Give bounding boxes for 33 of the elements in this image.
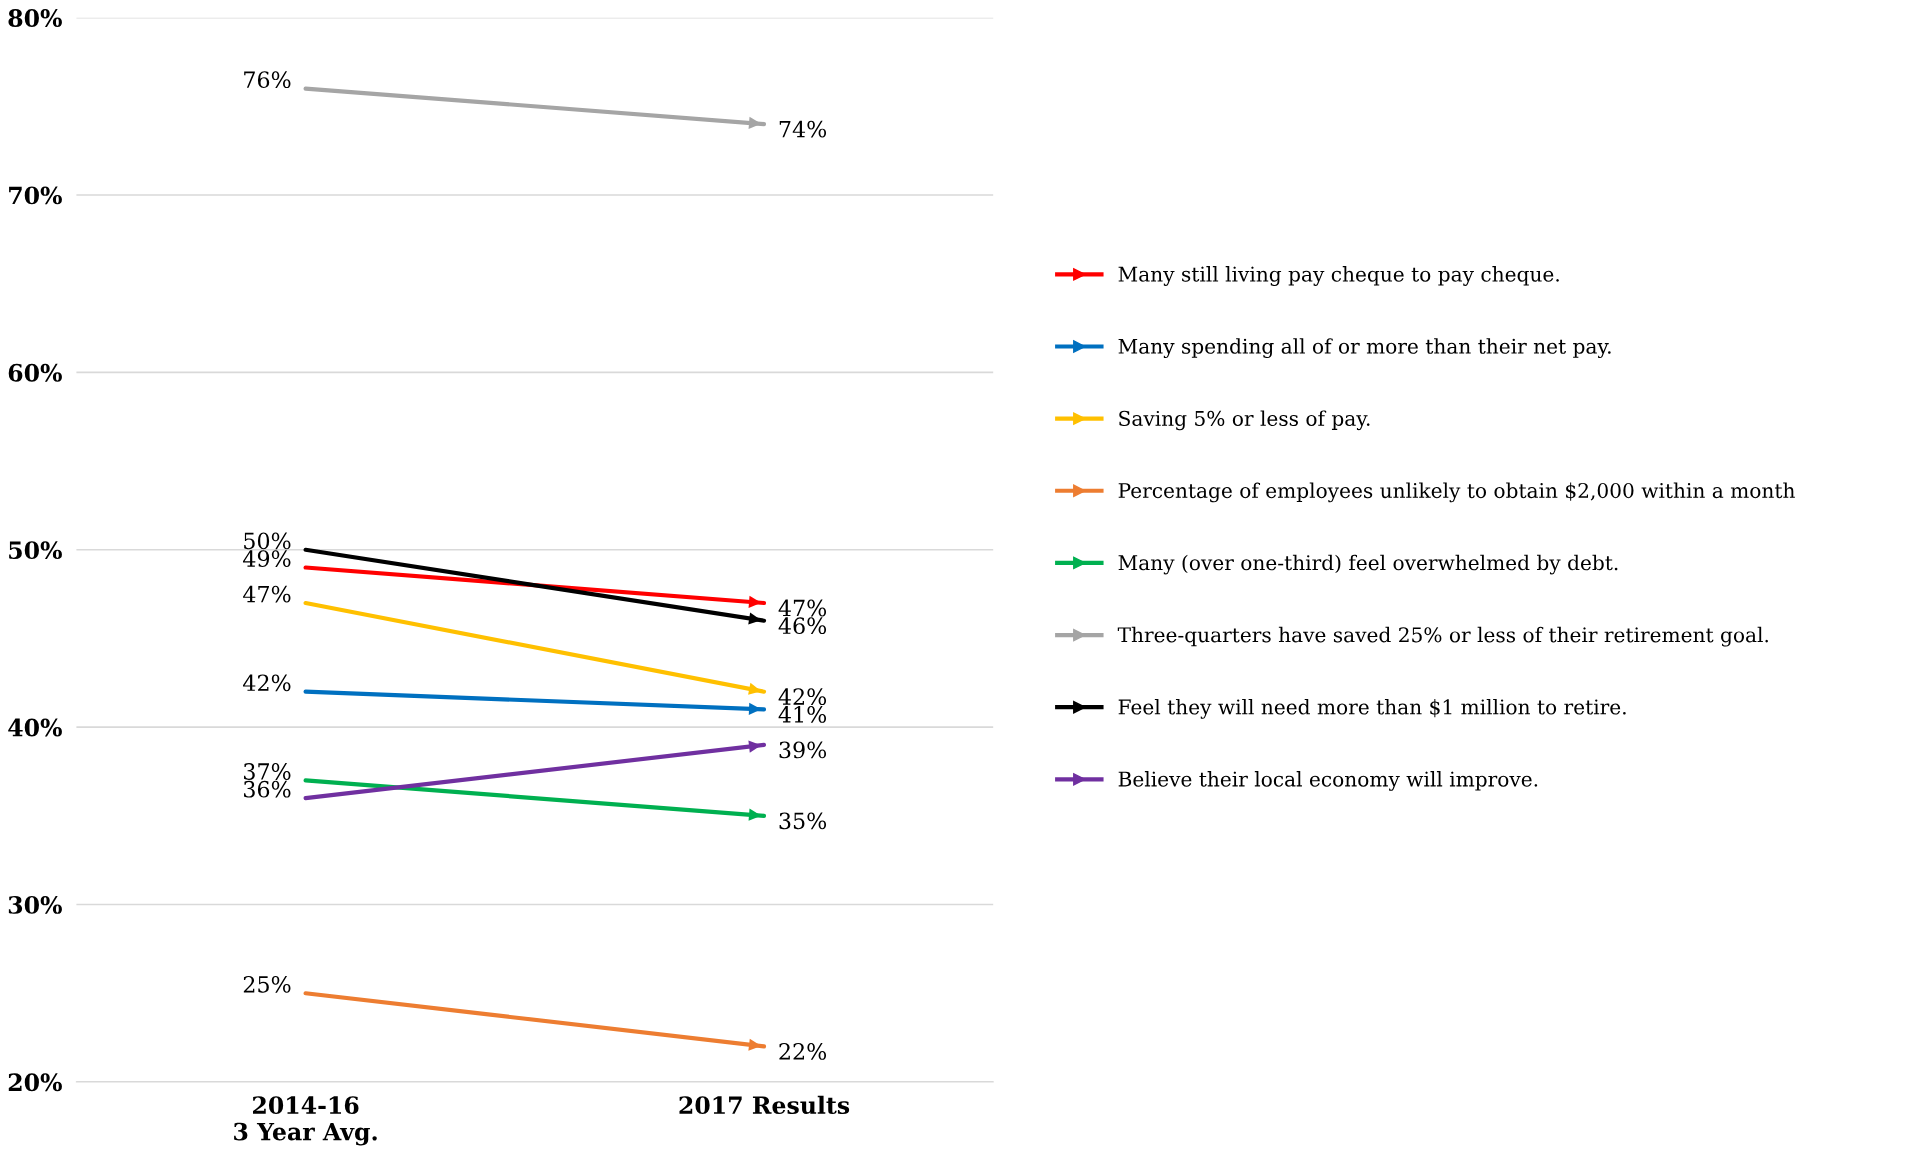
data-label: 46% xyxy=(778,617,827,635)
data-label: 35% xyxy=(779,812,827,830)
y-tick-label: 40% xyxy=(8,718,62,737)
x-tick-label: 2014-16 3 Year Avg. xyxy=(234,1096,377,1146)
legend-label: Three-quarters have saved 25% or less of their retirement goal. xyxy=(1117,626,1768,647)
y-tick-label: 20% xyxy=(8,1073,62,1092)
data-label: 25% xyxy=(243,975,291,993)
data-label: 22% xyxy=(779,1043,827,1060)
legend-label: Percentage of employees unlikely to obtain $2,000 within a month xyxy=(1118,482,1795,503)
legend-label: Saving 5% or less of pay. xyxy=(1119,410,1370,431)
legend-label: Many spending all of or more than their net pay. xyxy=(1118,338,1611,359)
data-label: 37% xyxy=(244,763,291,780)
legend-label: Many (over one-third) feel overwhelmed by debt. xyxy=(1118,554,1618,575)
data-label: 36% xyxy=(244,780,291,798)
data-label: 74% xyxy=(779,120,827,138)
data-label: 49% xyxy=(243,550,291,568)
y-tick-label: 30% xyxy=(8,895,62,914)
legend-label: Many still living pay cheque to pay cheque. xyxy=(1118,266,1559,286)
data-label: 42% xyxy=(778,688,827,706)
legend-label: Feel they will need more than $1 million to retire. xyxy=(1118,698,1626,719)
y-tick-label: 70% xyxy=(9,186,62,205)
data-label: 76% xyxy=(244,71,291,89)
data-label: 47% xyxy=(778,599,827,617)
y-tick-label: 80% xyxy=(8,9,62,27)
data-label: 47% xyxy=(243,585,291,603)
data-label: 50% xyxy=(244,532,291,550)
data-label: 41% xyxy=(778,706,827,723)
y-tick-label: 50% xyxy=(9,541,62,560)
y-tick-label: 60% xyxy=(8,363,62,382)
data-label: 39% xyxy=(779,741,827,759)
x-tick-label: 2017 Results xyxy=(679,1095,850,1115)
data-label: 42% xyxy=(243,674,291,692)
legend-label: Believe their local economy will improve. xyxy=(1118,771,1538,791)
